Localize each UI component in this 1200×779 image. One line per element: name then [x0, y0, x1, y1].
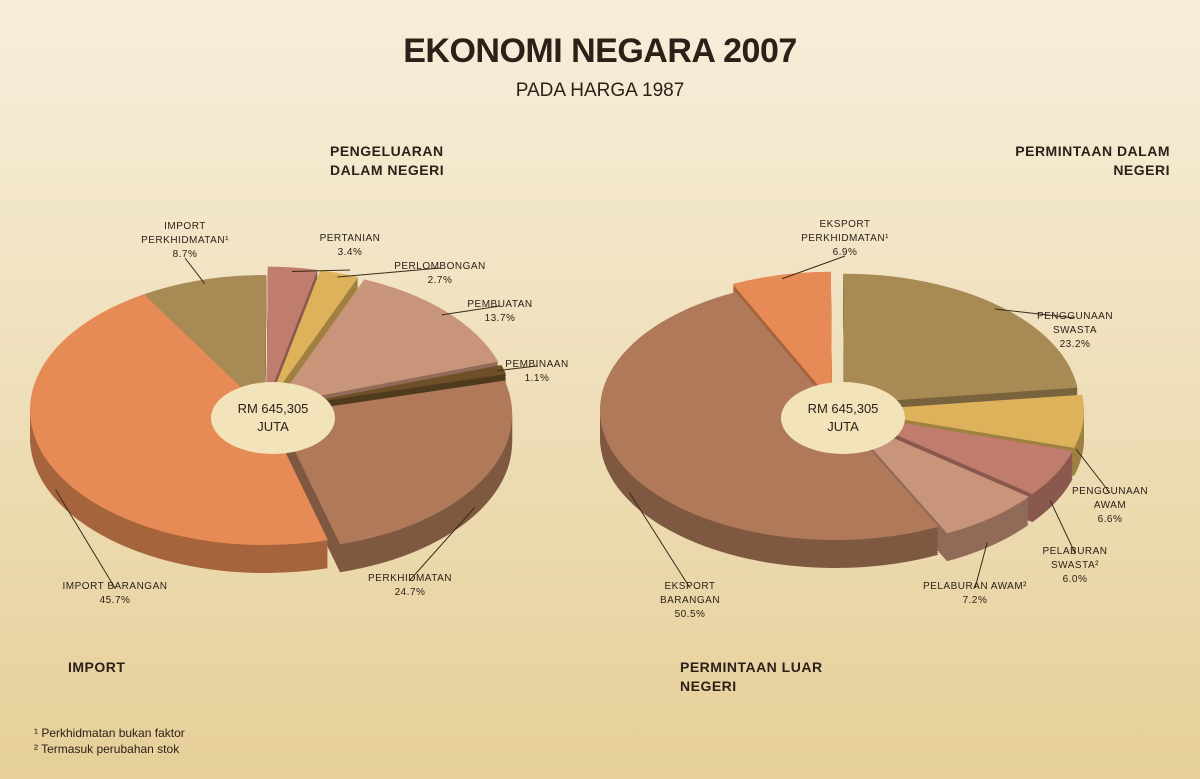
value-label: 2.7% [427, 275, 453, 286]
slice-label: PENGGUNAAN AWAM [1071, 486, 1149, 511]
leader-line [628, 492, 691, 589]
value-label: 24.7% [394, 587, 426, 598]
leader-line [409, 507, 475, 581]
leader-line [994, 308, 1076, 319]
slice [277, 380, 513, 545]
group-label: PERMINTAAN LUAR NEGERI [680, 659, 823, 694]
leader-line [337, 267, 441, 278]
slice-label: PERLOMBONGAN [394, 261, 486, 272]
slice [29, 294, 328, 545]
slice-label: PELABURAN AWAM² [923, 581, 1027, 592]
slice-label: EKSPORT PERKHIDMATAN¹ [801, 219, 889, 244]
slice-label: PERKHIDMATAN [368, 573, 452, 584]
group-label: PENGELUARAN DALAM NEGERI [330, 143, 445, 178]
group-label: PERMINTAAN DALAM NEGERI [1015, 143, 1170, 178]
footnote: ¹ Perkhidmatan bukan faktor [34, 726, 185, 740]
center-badge [781, 382, 905, 454]
value-label: 23.2% [1059, 339, 1091, 350]
slice [143, 275, 267, 410]
value-label: 50.5% [674, 609, 706, 620]
slice [275, 279, 499, 405]
value-label: 7.2% [962, 595, 988, 606]
footnote: ² Termasuk perubahan stok [34, 742, 180, 756]
group-label: IMPORT [68, 659, 126, 675]
slice-label: IMPORT BARANGAN [62, 581, 168, 592]
slice-label: PENGGUNAAN SWASTA [1036, 311, 1114, 336]
leader-line [55, 489, 116, 589]
leader-line [292, 269, 351, 273]
slice [847, 413, 1073, 495]
slice [848, 394, 1084, 448]
leader-line [497, 365, 538, 372]
center-label: RM 645,305 JUTA [807, 401, 879, 434]
value-label: 45.7% [99, 595, 131, 606]
leader-line [1049, 499, 1076, 554]
center-label: RM 645,305 JUTA [237, 401, 309, 434]
leader-line [441, 305, 501, 316]
slice [843, 416, 1029, 534]
center-badge [211, 382, 335, 454]
leader-line [781, 255, 846, 280]
slice [843, 273, 1078, 404]
slice [269, 270, 359, 402]
value-label: 3.4% [337, 247, 363, 258]
slice-label: PELABURAN SWASTA² [1042, 546, 1108, 571]
leader-line [184, 257, 206, 285]
slice [266, 266, 318, 402]
slice-label: EKSPORT BARANGAN [659, 581, 721, 606]
subtitle: PADA HARGA 1987 [515, 80, 685, 101]
value-label: 8.7% [172, 249, 198, 260]
leader-line [974, 542, 988, 589]
value-label: 6.6% [1097, 514, 1123, 525]
value-label: 13.7% [484, 313, 516, 324]
value-label: 1.1% [524, 373, 550, 384]
slice [732, 271, 832, 402]
slice-label: PEMBINAAN [505, 359, 569, 370]
leader-line [1075, 448, 1111, 494]
slice [278, 365, 507, 408]
slice [600, 292, 939, 540]
value-label: 6.9% [832, 247, 858, 258]
slice-label: PERTANIAN [319, 233, 381, 244]
title: EKONOMI NEGARA 2007 [403, 32, 797, 70]
slice-label: PEMBUATAN [467, 299, 533, 310]
slice-label: IMPORT PERKHIDMATAN¹ [141, 221, 229, 246]
value-label: 6.0% [1062, 574, 1088, 585]
